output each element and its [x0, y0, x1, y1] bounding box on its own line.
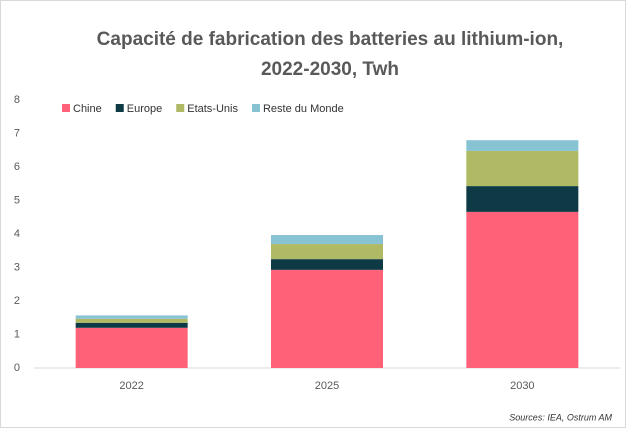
y-tick-label: 3 — [14, 261, 20, 273]
bar-segment — [271, 269, 383, 368]
y-tick-label: 5 — [14, 194, 20, 206]
bar-segment — [466, 150, 579, 187]
bar-segment — [271, 235, 383, 245]
y-tick-label: 2 — [14, 295, 20, 307]
y-tick-label: 8 — [14, 94, 20, 106]
bar-segment — [75, 318, 188, 323]
source: Sources: IEA, Ostrum AM — [509, 412, 612, 422]
bar-segment — [466, 140, 579, 151]
bar-segment — [271, 259, 383, 270]
legend-label: Etats-Unis — [187, 103, 238, 115]
legend-label: Chine — [73, 103, 102, 115]
bar-segment — [75, 327, 188, 368]
y-tick-label: 7 — [14, 127, 20, 139]
chart-title: 2022-2030, Twh — [261, 59, 399, 80]
bar-segment — [466, 186, 579, 212]
legend-swatch — [62, 104, 70, 112]
x-tick-label: 2030 — [510, 380, 534, 392]
legend-swatch — [115, 104, 124, 112]
legend-label: Europe — [127, 103, 162, 115]
x-tick-label: 2025 — [315, 380, 339, 392]
x-tick-label: 2022 — [119, 380, 143, 392]
legend-label: Reste du Monde — [263, 103, 344, 115]
bar-segment — [466, 211, 579, 368]
legend-swatch — [176, 104, 185, 112]
y-tick-label: 6 — [14, 161, 20, 173]
y-tick-label: 0 — [14, 362, 20, 374]
legend-swatch — [251, 104, 260, 112]
bar-segment — [75, 315, 188, 319]
bar-segment — [75, 322, 188, 328]
bar-segment — [271, 244, 383, 260]
y-tick-label: 4 — [14, 228, 20, 240]
chart-title: Capacité de fabrication des batteries au… — [97, 29, 564, 50]
y-tick-label: 1 — [14, 328, 20, 340]
